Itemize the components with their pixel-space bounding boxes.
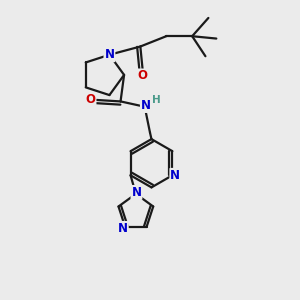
Text: O: O	[138, 70, 148, 83]
Text: N: N	[104, 48, 114, 61]
Text: N: N	[141, 99, 151, 112]
Text: H: H	[152, 95, 160, 105]
Text: O: O	[85, 93, 95, 106]
Text: N: N	[170, 169, 180, 182]
Text: N: N	[118, 222, 128, 235]
Text: N: N	[131, 186, 142, 199]
